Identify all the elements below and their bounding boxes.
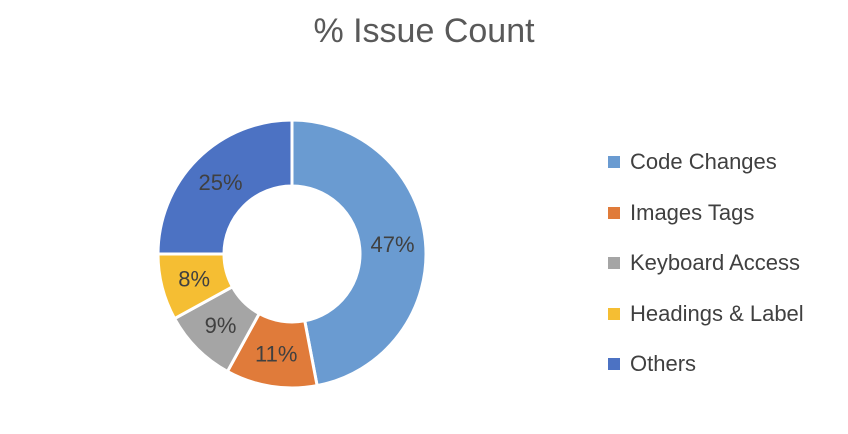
legend: Code Changes Images Tags Keyboard Access He… — [608, 137, 804, 390]
data-label-images-tags: 11% — [255, 341, 297, 366]
legend-label: Headings & Label — [630, 300, 804, 326]
legend-swatch — [608, 156, 620, 169]
donut-slices — [156, 118, 428, 390]
legend-label: Others — [630, 351, 697, 377]
legend-item-headings-and-label: Headings & Label — [608, 289, 804, 340]
legend-item-images-tags: Images Tags — [608, 188, 804, 239]
legend-item-keyboard-access: Keyboard Access — [608, 238, 804, 289]
legend-swatch — [608, 358, 620, 371]
slice-code-changes — [290, 118, 428, 388]
data-label-keyboard-access: 9% — [205, 313, 237, 338]
legend-label: Keyboard Access — [630, 250, 800, 276]
donut-labels: 47% 11% 9% 8% 25% — [178, 170, 414, 366]
chart-title: % Issue Count — [313, 12, 535, 50]
data-label-headings-and-label: 8% — [178, 267, 210, 292]
legend-swatch — [608, 257, 620, 270]
legend-item-others: Others — [608, 339, 804, 390]
legend-label: Code Changes — [630, 149, 777, 175]
legend-swatch — [608, 206, 620, 219]
data-label-code-changes: 47% — [371, 232, 415, 257]
legend-swatch — [608, 307, 620, 320]
data-label-others: 25% — [199, 170, 243, 195]
slice-others — [156, 118, 294, 256]
legend-label: Images Tags — [630, 199, 755, 225]
legend-item-code-changes: Code Changes — [608, 137, 804, 188]
